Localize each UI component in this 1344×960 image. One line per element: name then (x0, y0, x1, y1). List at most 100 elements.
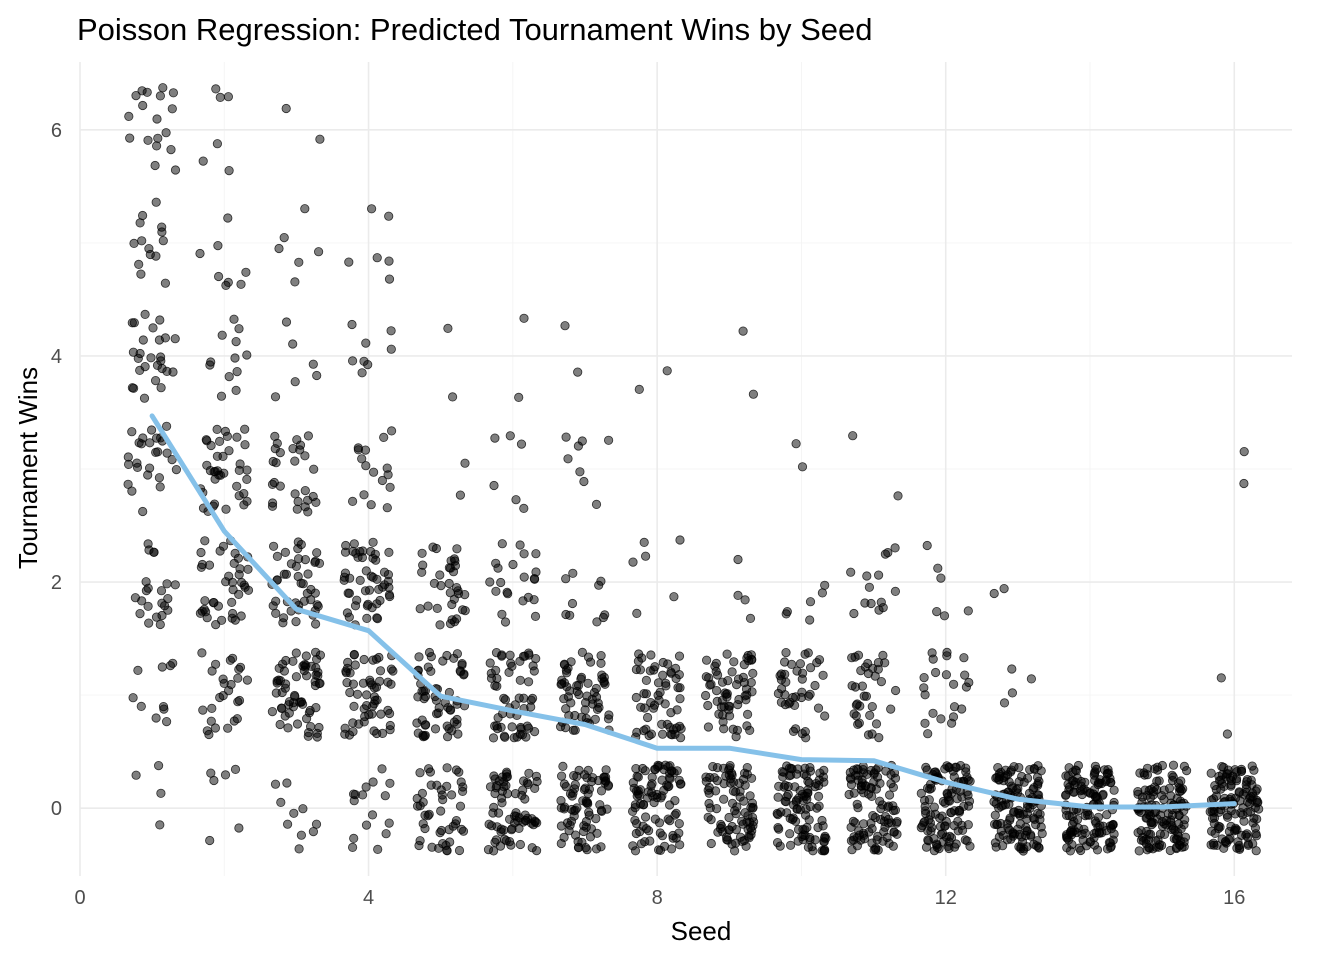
data-point (572, 771, 582, 782)
data-point (776, 684, 787, 694)
data-point (564, 826, 574, 836)
data-point (522, 778, 532, 788)
data-point (375, 666, 386, 676)
data-point (217, 330, 227, 340)
data-point (850, 682, 861, 692)
data-point (1168, 772, 1178, 782)
data-point (888, 801, 898, 811)
data-point (675, 694, 685, 704)
data-point (724, 812, 734, 823)
data-point (426, 651, 436, 662)
data-point (1173, 778, 1184, 788)
data-point (279, 233, 289, 243)
data-point (147, 425, 157, 435)
data-point (377, 475, 387, 486)
data-point (599, 676, 609, 686)
data-point (168, 658, 178, 668)
data-point (738, 672, 748, 683)
data-point (820, 831, 830, 842)
data-point (561, 609, 571, 620)
data-point (932, 606, 942, 617)
data-point (312, 728, 322, 739)
data-point (531, 549, 541, 559)
data-point (700, 690, 711, 701)
data-point (158, 83, 168, 93)
data-point (380, 791, 390, 801)
data-point (313, 667, 323, 677)
data-point (810, 680, 820, 691)
data-point (366, 546, 376, 557)
data-point (631, 664, 642, 675)
data-point (132, 458, 142, 468)
data-point (863, 668, 874, 679)
data-point (291, 561, 301, 572)
data-point (208, 597, 218, 608)
data-point (239, 488, 249, 499)
data-point (361, 690, 372, 700)
data-point (922, 540, 932, 551)
data-point (728, 786, 739, 796)
data-point (523, 677, 534, 687)
data-points (123, 83, 1264, 856)
data-point (1239, 478, 1249, 489)
data-point (813, 791, 824, 802)
data-point (628, 841, 638, 851)
data-point (155, 91, 165, 101)
data-point (141, 585, 151, 596)
data-point (505, 650, 515, 660)
data-point (454, 767, 464, 777)
data-point (312, 370, 322, 381)
data-point (300, 451, 310, 461)
data-point (382, 463, 392, 473)
data-point (631, 692, 641, 703)
data-point (375, 595, 385, 606)
data-point (200, 536, 210, 546)
data-point (561, 574, 571, 584)
data-point (642, 712, 653, 723)
data-point (136, 269, 146, 279)
data-point (140, 309, 150, 319)
data-point (296, 539, 306, 550)
data-point (519, 572, 529, 582)
data-point (872, 835, 882, 845)
data-point (556, 771, 567, 781)
data-point (281, 103, 291, 114)
data-point (581, 713, 591, 724)
data-point (197, 648, 207, 658)
data-point (359, 717, 369, 727)
data-point (444, 824, 454, 835)
data-point (274, 243, 284, 254)
data-point (160, 333, 170, 343)
data-point (658, 670, 668, 680)
data-point (298, 804, 308, 814)
data-point (667, 766, 677, 776)
data-point (155, 619, 165, 630)
data-point (864, 827, 874, 837)
data-point (155, 482, 165, 492)
data-point (731, 809, 741, 819)
data-point (518, 596, 528, 606)
data-point (941, 832, 952, 842)
data-point (232, 432, 242, 442)
data-point (151, 197, 161, 207)
data-point (205, 360, 215, 370)
data-point (425, 767, 435, 777)
data-point (994, 832, 1004, 842)
data-point (886, 704, 896, 714)
data-point (1179, 820, 1189, 830)
data-point (853, 803, 863, 813)
data-point (641, 689, 652, 699)
data-point (805, 615, 815, 625)
data-point (162, 579, 172, 589)
data-point (224, 685, 234, 696)
data-point (217, 615, 227, 625)
data-point (603, 714, 614, 724)
data-point (671, 808, 681, 819)
data-point (710, 661, 720, 671)
data-point (865, 710, 875, 721)
data-point (456, 824, 467, 835)
data-point (419, 693, 429, 704)
data-point (701, 672, 711, 682)
data-point (509, 733, 519, 743)
